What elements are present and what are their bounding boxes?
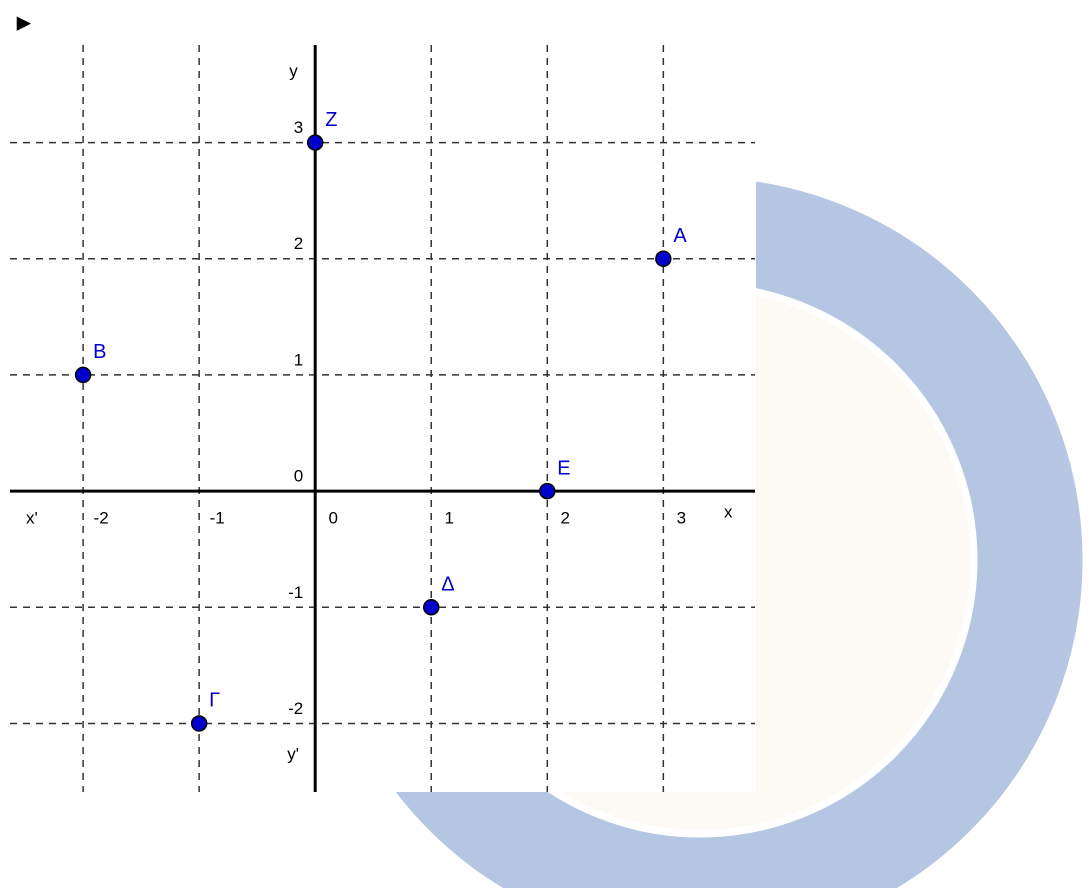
axis-label: y'	[287, 744, 299, 763]
point-label: Β	[93, 341, 106, 363]
point-label: Γ	[209, 690, 220, 712]
pointer: ►	[12, 9, 36, 36]
y-tick-label: -1	[288, 583, 303, 602]
plot-background	[0, 40, 756, 792]
x-tick-label: -1	[210, 509, 225, 528]
x-tick-label: -2	[94, 509, 109, 528]
y-tick-label: 0	[294, 467, 303, 486]
y-tick-label: 3	[294, 118, 303, 137]
point	[422, 599, 440, 616]
x-tick-label: 0	[328, 509, 337, 528]
x-tick-label: 2	[561, 509, 570, 528]
point-label: Α	[673, 225, 687, 247]
axis-label: x'	[26, 509, 38, 528]
x-tick-label: 3	[677, 509, 686, 528]
axis-label: y	[289, 61, 298, 80]
point	[539, 482, 556, 500]
point-label: Ε	[557, 457, 570, 479]
axis-label: x	[724, 503, 733, 522]
point	[306, 134, 324, 151]
y-tick-label: 1	[294, 350, 303, 369]
point	[655, 250, 672, 268]
y-tick-label: -2	[288, 699, 303, 718]
point	[190, 715, 208, 732]
point-label: Ζ	[325, 109, 337, 131]
point	[74, 366, 92, 384]
point-label: Δ	[441, 574, 454, 596]
y-tick-label: 2	[294, 234, 303, 253]
x-tick-label: 1	[445, 509, 454, 528]
